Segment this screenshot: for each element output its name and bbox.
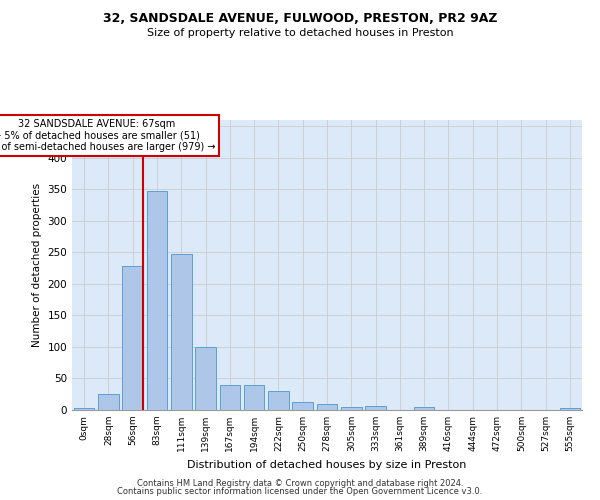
Bar	[98, 394, 119, 410]
Bar	[365, 406, 386, 410]
Text: Contains HM Land Registry data © Crown copyright and database right 2024.: Contains HM Land Registry data © Crown c…	[137, 478, 463, 488]
Text: Contains public sector information licensed under the Open Government Licence v3: Contains public sector information licen…	[118, 487, 482, 496]
Text: 32 SANDSDALE AVENUE: 67sqm
← 5% of detached houses are smaller (51)
94% of semi-: 32 SANDSDALE AVENUE: 67sqm ← 5% of detac…	[0, 119, 215, 152]
Bar	[292, 402, 313, 410]
Bar	[268, 391, 289, 410]
Text: Size of property relative to detached houses in Preston: Size of property relative to detached ho…	[146, 28, 454, 38]
Bar	[195, 347, 216, 410]
Bar	[414, 408, 434, 410]
Bar	[146, 191, 167, 410]
X-axis label: Distribution of detached houses by size in Preston: Distribution of detached houses by size …	[187, 460, 467, 469]
Text: 32, SANDSDALE AVENUE, FULWOOD, PRESTON, PR2 9AZ: 32, SANDSDALE AVENUE, FULWOOD, PRESTON, …	[103, 12, 497, 26]
Bar	[244, 385, 265, 410]
Bar	[560, 408, 580, 410]
Bar	[341, 408, 362, 410]
Bar	[122, 266, 143, 410]
Bar	[171, 254, 191, 410]
Bar	[74, 408, 94, 410]
Bar	[317, 404, 337, 410]
Bar	[220, 385, 240, 410]
Y-axis label: Number of detached properties: Number of detached properties	[32, 183, 42, 347]
